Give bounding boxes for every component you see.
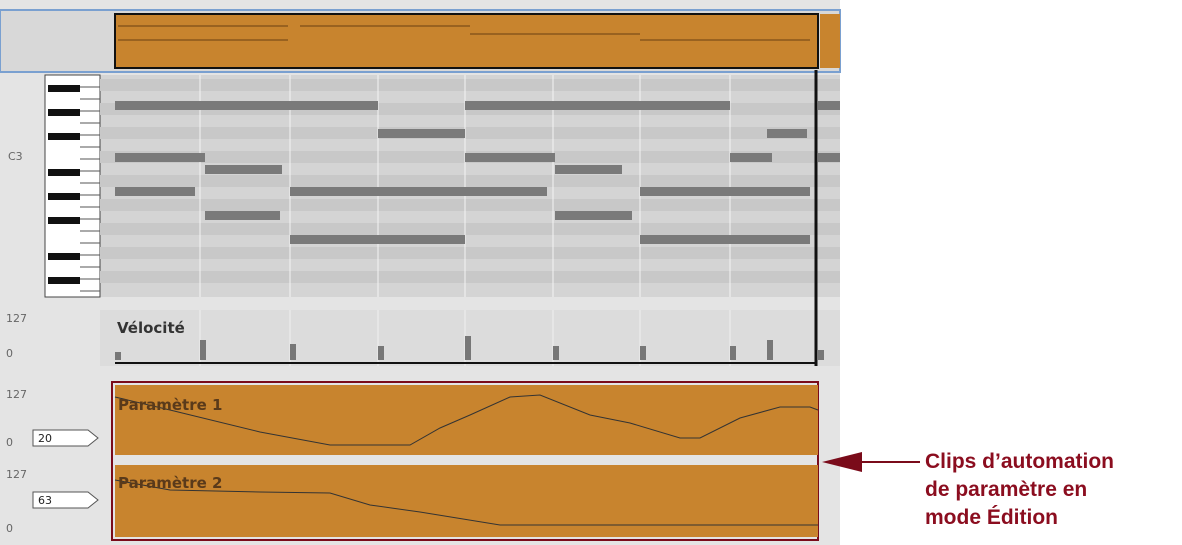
note: [818, 153, 840, 162]
note: [465, 153, 555, 162]
black-key: [48, 169, 80, 176]
row-stripe: [100, 271, 840, 283]
note: [555, 211, 632, 220]
velocity-bar: [115, 352, 121, 360]
selection: [111, 381, 819, 541]
note: [115, 153, 205, 162]
velocity-bar: [378, 346, 384, 360]
automation-clip: [115, 385, 818, 455]
note: [115, 187, 195, 196]
row-stripe: [100, 175, 840, 187]
clip-title: Paramètre 1: [118, 396, 222, 414]
black-key: [48, 109, 80, 116]
callout-text: de paramètre en: [925, 478, 1087, 501]
automation-curve: [114, 479, 818, 526]
clip-title: Paramètre 2: [118, 474, 222, 492]
note: [767, 129, 807, 138]
note: [205, 165, 282, 174]
note: [378, 129, 465, 138]
keyboard: [44, 74, 101, 298]
note: [555, 165, 622, 174]
value[interactable]: 20: [38, 432, 52, 445]
callout-arrow: [822, 452, 862, 472]
note: [290, 187, 547, 196]
row-stripe: [100, 223, 840, 235]
black-key: [48, 133, 80, 140]
row-stripe: [100, 79, 840, 91]
value-box[interactable]: [32, 491, 99, 509]
lane-max: 127: [6, 468, 27, 481]
note: [465, 101, 730, 110]
note-label: C3: [8, 150, 23, 163]
note: [640, 187, 810, 196]
editor: [0, 0, 920, 545]
velocity-bar: [640, 346, 646, 360]
velocity-bar: [200, 340, 206, 360]
automation-curve: [114, 394, 819, 446]
black-key: [48, 253, 80, 260]
lane-min: 0: [6, 436, 13, 449]
velocity-bar: [730, 346, 736, 360]
row-stripe: [100, 127, 840, 139]
callout-text: Clips d’automation: [925, 450, 1114, 473]
lane-max: 127: [6, 388, 27, 401]
velocity-bar: [465, 336, 471, 360]
clip: [820, 14, 840, 68]
black-key: [48, 277, 80, 284]
velocity-bar: [553, 346, 559, 360]
velocity-bar: [767, 340, 773, 360]
note: [205, 211, 280, 220]
black-key: [48, 193, 80, 200]
velocity-bar: [818, 350, 824, 360]
row-stripe: [100, 199, 840, 211]
lane-min: 0: [6, 522, 13, 535]
note: [640, 235, 810, 244]
note: [818, 101, 840, 110]
note: [290, 235, 465, 244]
value-box[interactable]: [32, 429, 99, 447]
black-key: [48, 85, 80, 92]
clip: [114, 13, 819, 69]
lane-max: 127: [6, 312, 27, 325]
lane-title: Vélocité: [117, 319, 185, 337]
note: [730, 153, 772, 162]
lane-min: 0: [6, 347, 13, 360]
callout-text: mode Édition: [925, 506, 1058, 529]
velocity-bar: [290, 344, 296, 360]
note: [115, 101, 378, 110]
black-key: [48, 217, 80, 224]
row-stripe: [100, 247, 840, 259]
value[interactable]: 63: [38, 494, 52, 507]
